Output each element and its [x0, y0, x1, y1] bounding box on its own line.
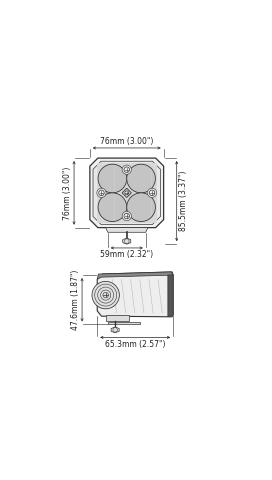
Polygon shape [123, 238, 131, 244]
Circle shape [124, 213, 129, 219]
Circle shape [122, 211, 131, 221]
Text: 65.3mm (2.57"): 65.3mm (2.57") [105, 340, 165, 348]
Circle shape [149, 190, 155, 196]
Polygon shape [106, 228, 148, 232]
Circle shape [125, 191, 129, 195]
Polygon shape [111, 327, 119, 333]
Circle shape [122, 165, 131, 174]
Text: 59mm (2.32"): 59mm (2.32") [100, 250, 153, 259]
Polygon shape [90, 158, 164, 228]
Polygon shape [122, 188, 131, 197]
Circle shape [124, 167, 129, 172]
Text: 76mm (3.00"): 76mm (3.00") [100, 137, 153, 145]
Text: 76mm (3.00"): 76mm (3.00") [63, 166, 72, 219]
Text: 47.6mm (1.87"): 47.6mm (1.87") [71, 270, 80, 330]
Polygon shape [168, 275, 173, 317]
Polygon shape [97, 163, 157, 223]
Circle shape [98, 164, 127, 193]
Circle shape [127, 193, 155, 222]
Circle shape [97, 188, 106, 197]
Circle shape [98, 193, 127, 222]
Polygon shape [97, 272, 173, 317]
Polygon shape [108, 322, 140, 324]
Polygon shape [97, 272, 173, 279]
Circle shape [99, 190, 104, 196]
Circle shape [127, 164, 155, 193]
Text: 85.5mm (3.37"): 85.5mm (3.37") [179, 171, 188, 231]
Circle shape [147, 188, 157, 197]
Circle shape [92, 281, 119, 309]
Polygon shape [93, 161, 160, 225]
Polygon shape [106, 315, 129, 321]
